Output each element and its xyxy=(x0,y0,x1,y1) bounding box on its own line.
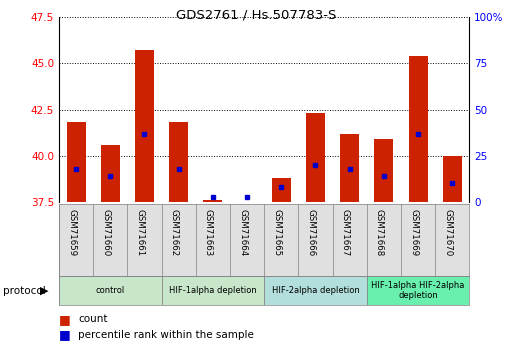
Text: ▶: ▶ xyxy=(41,286,49,296)
Text: GSM71667: GSM71667 xyxy=(341,209,350,257)
Bar xyxy=(67,122,86,202)
Text: count: count xyxy=(78,314,108,324)
Bar xyxy=(272,178,291,202)
Bar xyxy=(264,276,367,305)
Text: percentile rank within the sample: percentile rank within the sample xyxy=(78,330,254,339)
Text: HIF-2alpha depletion: HIF-2alpha depletion xyxy=(271,286,360,295)
Text: ■: ■ xyxy=(59,313,71,326)
Bar xyxy=(340,134,359,202)
Bar xyxy=(135,50,154,202)
Bar xyxy=(101,145,120,202)
Text: ■: ■ xyxy=(59,328,71,341)
Bar xyxy=(204,200,222,202)
Text: GSM71662: GSM71662 xyxy=(170,209,179,257)
Text: protocol: protocol xyxy=(3,286,45,296)
Bar xyxy=(306,113,325,202)
Text: GSM71669: GSM71669 xyxy=(409,209,418,256)
Text: control: control xyxy=(95,286,125,295)
Text: GSM71670: GSM71670 xyxy=(443,209,452,257)
Bar xyxy=(162,276,264,305)
Text: GSM71661: GSM71661 xyxy=(135,209,145,257)
Bar xyxy=(409,56,427,202)
Bar xyxy=(59,276,162,305)
Text: GSM71664: GSM71664 xyxy=(238,209,247,257)
Bar xyxy=(443,156,462,202)
Bar xyxy=(169,122,188,202)
Text: GSM71663: GSM71663 xyxy=(204,209,213,257)
Text: GDS2761 / Hs.507783-S: GDS2761 / Hs.507783-S xyxy=(176,9,337,22)
Bar xyxy=(374,139,393,202)
Text: HIF-1alpha HIF-2alpha
depletion: HIF-1alpha HIF-2alpha depletion xyxy=(371,281,465,300)
Bar xyxy=(367,276,469,305)
Text: GSM71659: GSM71659 xyxy=(67,209,76,256)
Text: GSM71666: GSM71666 xyxy=(306,209,315,257)
Text: HIF-1alpha depletion: HIF-1alpha depletion xyxy=(169,286,257,295)
Text: GSM71665: GSM71665 xyxy=(272,209,281,257)
Text: GSM71668: GSM71668 xyxy=(375,209,384,257)
Text: GSM71660: GSM71660 xyxy=(101,209,110,257)
